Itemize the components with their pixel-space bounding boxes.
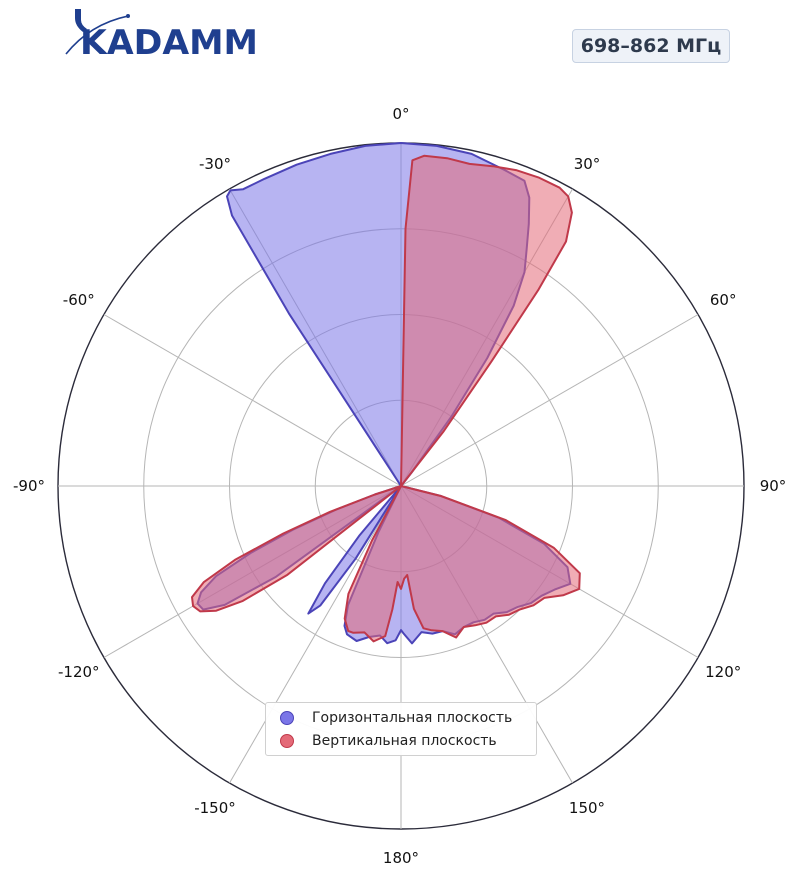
angle-tick-label: -60° <box>63 291 95 309</box>
angle-spoke <box>229 485 402 784</box>
logo-flag-icon <box>75 9 87 32</box>
series-vertical-area <box>191 154 581 643</box>
legend-item-horizontal: Горизонтальная плоскость <box>280 706 536 729</box>
angle-tick-label: 150° <box>569 799 605 817</box>
angle-spoke <box>103 314 402 487</box>
logo-dot-icon <box>126 14 130 18</box>
angle-tick-label: 90° <box>760 477 787 495</box>
angle-labels: 0° 30° 60° 90° 120° 150° 180° -150° -120° -90° -60… <box>13 105 786 867</box>
angle-tick-label: 30° <box>574 155 601 173</box>
angle-tick-label: 120° <box>705 663 741 681</box>
legend-swatch-horizontal <box>280 710 294 725</box>
angle-tick-label: 0° <box>392 105 409 123</box>
angle-tick-label: -30° <box>199 155 231 173</box>
angle-tick-label: -150° <box>194 799 236 817</box>
legend-swatch-vertical <box>280 733 294 748</box>
angle-tick-label: 60° <box>710 291 737 309</box>
angle-tick-label: -90° <box>13 477 45 495</box>
angle-tick-label: 180° <box>383 849 419 867</box>
kadamm-logo: KADAMM <box>65 9 258 62</box>
angle-tick-label: -120° <box>58 663 100 681</box>
legend-item-vertical: Вертикальная плоскость <box>280 729 536 752</box>
frequency-band-badge: 698–862 МГц <box>572 29 730 63</box>
series-layer <box>191 142 581 645</box>
logo-wordmark: KADAMM <box>80 23 258 62</box>
chart-legend: Горизонтальная плоскость Вертикальная пл… <box>265 702 537 756</box>
angle-spoke <box>400 314 699 487</box>
legend-label-horizontal: Горизонтальная плоскость <box>312 709 513 726</box>
logo-swoosh-icon <box>65 15 129 55</box>
legend-label-vertical: Вертикальная плоскость <box>312 732 497 749</box>
